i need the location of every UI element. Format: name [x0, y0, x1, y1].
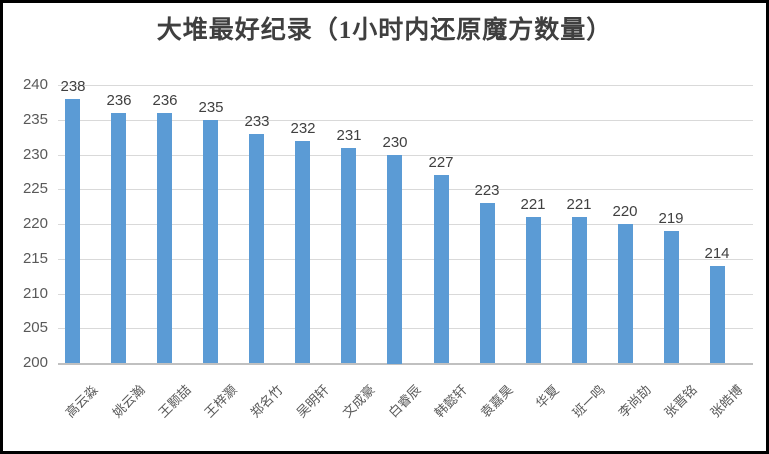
bar-value-label: 236 — [152, 92, 178, 109]
y-axis-tick-label: 210 — [22, 285, 48, 302]
x-axis-category-label: 班一鸣 — [569, 382, 608, 421]
bar-value-label: 221 — [566, 196, 592, 213]
y-axis-tick-label: 200 — [22, 354, 48, 371]
bar — [710, 266, 725, 363]
bar-value-label: 214 — [704, 245, 730, 262]
bar — [203, 120, 218, 363]
bar — [157, 113, 172, 363]
bar-value-label: 220 — [612, 203, 638, 220]
bar — [480, 203, 495, 363]
bar — [65, 99, 80, 363]
y-axis-tick-label: 230 — [22, 146, 48, 163]
y-axis-tick-label: 225 — [22, 180, 48, 197]
x-axis-category-label: 吴明轩 — [293, 382, 332, 421]
gridline — [58, 224, 753, 225]
x-axis-category-label: 姚云瀚 — [109, 382, 148, 421]
gridline — [58, 120, 753, 121]
gridline — [58, 294, 753, 295]
bar — [618, 224, 633, 363]
x-axis-category-label: 李尚劼 — [615, 382, 654, 421]
gridline — [58, 259, 753, 260]
y-axis-tick-label: 235 — [22, 111, 48, 128]
x-axis-category-label: 王颢喆 — [155, 382, 194, 421]
bar-value-label: 231 — [336, 127, 362, 144]
x-axis-category-label: 高云淼 — [62, 382, 101, 421]
bar — [341, 148, 356, 363]
gridline — [58, 328, 753, 329]
bar-value-label: 221 — [520, 196, 546, 213]
bar — [295, 141, 310, 363]
x-axis-category-label: 郑名竹 — [247, 382, 286, 421]
x-axis-category-label: 王梓灏 — [201, 382, 240, 421]
bar — [572, 217, 587, 363]
gridline — [58, 189, 753, 190]
x-axis-category-label: 文成豪 — [339, 382, 378, 421]
bar-value-label: 236 — [106, 92, 132, 109]
x-axis-category-label: 白睿辰 — [385, 382, 424, 421]
y-axis-tick-label: 205 — [22, 319, 48, 336]
bar — [387, 155, 402, 364]
bar-value-label: 238 — [60, 78, 86, 95]
bar — [664, 231, 679, 363]
x-axis-category-label: 张晋铭 — [661, 382, 700, 421]
x-axis-category-label: 袁嘉昊 — [477, 382, 516, 421]
y-axis-tick-label: 220 — [22, 215, 48, 232]
bar-value-label: 233 — [244, 113, 270, 130]
bar-value-label: 219 — [658, 210, 684, 227]
bar-value-label: 235 — [198, 99, 224, 116]
y-axis-tick-label: 240 — [22, 76, 48, 93]
chart-title: 大堆最好纪录（1小时内还原魔方数量） — [156, 17, 613, 44]
x-axis-category-label: 韩懿轩 — [431, 382, 470, 421]
bar-value-label: 230 — [382, 134, 408, 151]
bar — [111, 113, 126, 363]
bar-value-label: 232 — [290, 120, 316, 137]
gridline — [58, 85, 753, 86]
bar — [526, 217, 541, 363]
x-axis-category-label: 华夏 — [532, 382, 562, 412]
bar — [249, 134, 264, 363]
gridline — [58, 155, 753, 156]
bar — [434, 175, 449, 363]
bar-value-label: 223 — [474, 182, 500, 199]
bar-value-label: 227 — [428, 154, 454, 171]
y-axis-tick-label: 215 — [22, 250, 48, 267]
x-axis-line — [58, 363, 753, 365]
x-axis-category-label: 张皓博 — [707, 382, 746, 421]
